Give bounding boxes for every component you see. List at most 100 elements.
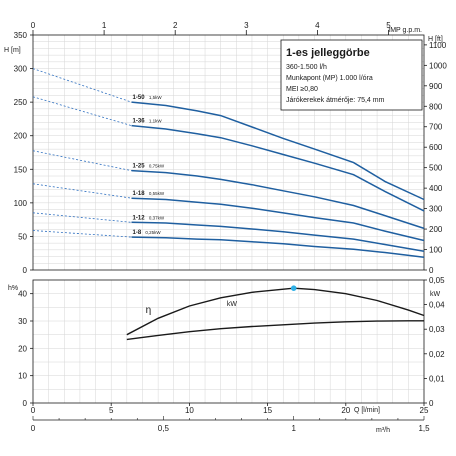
kw-tick-label: 0,01 bbox=[429, 374, 445, 383]
right-tick-label: 700 bbox=[429, 123, 443, 132]
x-tick-label: 5 bbox=[109, 406, 114, 415]
flow-m3h-axis: 0 0,5 1 1,5 bbox=[31, 416, 430, 433]
upper-plot-frame bbox=[32, 34, 425, 271]
x2-tick-label: 0 bbox=[31, 424, 36, 433]
left-tick-label: 150 bbox=[14, 165, 28, 174]
info-box-frame bbox=[280, 39, 423, 111]
pump-curve-power-label: 0,25kW bbox=[145, 230, 161, 235]
top-tick-label: 3 bbox=[244, 21, 249, 30]
efficiency-axis: 0 10 20 30 40 bbox=[18, 290, 33, 408]
efficiency-tick-label: 0 bbox=[23, 399, 28, 408]
right-tick-label: 400 bbox=[429, 184, 443, 193]
h-m-axis: 0 50 100 150 200 250 300 350 bbox=[14, 31, 33, 275]
left-tick-label: 50 bbox=[18, 232, 27, 241]
lower-grid bbox=[33, 280, 424, 403]
pump-curve-label: 1-36 bbox=[133, 119, 146, 125]
pump-curve-extension bbox=[32, 96, 132, 127]
left-tick-label: 0 bbox=[23, 266, 28, 275]
efficiency-power-curves: η kW bbox=[126, 285, 425, 341]
right-tick-label: 1100 bbox=[429, 41, 447, 50]
pump-curve-label: 1-50 bbox=[133, 95, 146, 101]
top-tick-label: 2 bbox=[173, 21, 178, 30]
pump-curve-1-25 bbox=[131, 169, 425, 230]
pump-curve-power-label: 0,37kW bbox=[149, 215, 165, 220]
upper-grid bbox=[33, 35, 424, 270]
top-tick-label: 0 bbox=[31, 21, 36, 30]
top-tick-label: 4 bbox=[315, 21, 320, 30]
info-box: 1-es jelleggörbe 360-1.500 l/h Munkapont… bbox=[280, 39, 423, 111]
pump-curve-power-label: 0,55kW bbox=[149, 191, 165, 196]
right-tick-label: 900 bbox=[429, 82, 443, 91]
left-tick-label: 250 bbox=[14, 98, 28, 107]
kw-tick-label: 0,04 bbox=[429, 301, 445, 310]
info-line-4: Járókerekek átmérője: 75,4 mm bbox=[286, 97, 385, 104]
curve-efficiency bbox=[126, 287, 425, 336]
right-tick-label: 0 bbox=[429, 266, 434, 275]
x-tick-label: 25 bbox=[420, 406, 429, 415]
pump-curve-extension bbox=[32, 212, 132, 223]
lower-plot-frame bbox=[32, 279, 425, 404]
efficiency-curve-label: η bbox=[146, 305, 152, 316]
chart-title: 1-es jelleggörbe bbox=[286, 47, 370, 59]
pump-curve-power-label: 0,75kW bbox=[149, 164, 165, 169]
x-axis-label: Q [l/min] bbox=[354, 407, 380, 414]
x2-axis-label: m³/h bbox=[376, 427, 390, 434]
right-tick-label: 1000 bbox=[429, 61, 447, 70]
pump-curve-label: 1-18 bbox=[133, 191, 146, 197]
kw-axis: 0 0,01 0,02 0,03 0,04 0,05 bbox=[424, 276, 445, 408]
efficiency-tick-label: 40 bbox=[18, 290, 27, 299]
x-tick-label: 15 bbox=[263, 406, 272, 415]
left-tick-label: 100 bbox=[14, 199, 28, 208]
pump-curve-1-12 bbox=[131, 221, 425, 252]
pump-curve-label: 1-12 bbox=[133, 215, 146, 221]
pump-curve-1-50 bbox=[131, 101, 425, 201]
right-tick-label: 300 bbox=[429, 205, 443, 214]
kw-tick-label: 0 bbox=[429, 399, 434, 408]
kw-tick-label: 0,05 bbox=[429, 276, 445, 285]
left-axis-label: H [m] bbox=[4, 47, 21, 54]
pump-curve-extension bbox=[32, 183, 132, 199]
flow-lpm-axis: 0 5 10 15 20 25 bbox=[31, 403, 429, 415]
right-tick-label: 600 bbox=[429, 143, 443, 152]
duty-point-marker bbox=[290, 285, 297, 292]
top-tick-label: 5 bbox=[386, 21, 391, 30]
left-tick-label: 200 bbox=[14, 132, 28, 141]
pump-curve-label: 1-8 bbox=[133, 230, 142, 236]
right-tick-label: 800 bbox=[429, 102, 443, 111]
x-tick-label: 10 bbox=[185, 406, 194, 415]
right-tick-label: 500 bbox=[429, 164, 443, 173]
curve-power bbox=[126, 320, 424, 341]
imp-gpm-axis: 0 1 2 3 4 5 bbox=[31, 21, 391, 35]
left-tick-label: 350 bbox=[14, 31, 28, 40]
pump-curve-power-label: 1,5kW bbox=[149, 95, 163, 100]
pump-curve-power-label: 1,1kW bbox=[149, 119, 163, 124]
efficiency-tick-label: 30 bbox=[18, 317, 27, 326]
pump-curve-extension bbox=[32, 230, 132, 238]
x2-tick-label: 1,5 bbox=[418, 424, 430, 433]
pump-curve-label: 1-25 bbox=[133, 164, 146, 170]
pump-curves: 1-50 1,5kW 1-36 1,1kW 1-25 0,75kW 1-18 0,55kW 1-… bbox=[32, 68, 425, 258]
efficiency-tick-label: 10 bbox=[18, 372, 27, 381]
efficiency-axis-label: h% bbox=[8, 285, 18, 292]
info-line-1: 360-1.500 l/h bbox=[286, 64, 327, 71]
h-ft-axis: 0 100 200 300 400 500 600 700 800 900 1000 1100 bbox=[424, 41, 447, 275]
right-tick-label: 100 bbox=[429, 246, 443, 255]
kw-tick-label: 0,03 bbox=[429, 325, 445, 334]
power-curve-label: kW bbox=[227, 301, 238, 308]
right-axis-label: H [ft] bbox=[428, 36, 443, 43]
top-axis-label: IMP g.p.m. bbox=[388, 27, 422, 34]
pump-curve-1-8 bbox=[131, 236, 425, 258]
x2-tick-label: 0,5 bbox=[158, 424, 170, 433]
right-tick-label: 200 bbox=[429, 225, 443, 234]
x-tick-label: 0 bbox=[31, 406, 36, 415]
kw-tick-label: 0,02 bbox=[429, 350, 445, 359]
left-tick-label: 300 bbox=[14, 65, 28, 74]
pump-curve-extension bbox=[32, 150, 132, 172]
pump-curve-1-36 bbox=[131, 124, 425, 212]
pump-curve-extension bbox=[32, 68, 132, 103]
top-tick-label: 1 bbox=[102, 21, 107, 30]
info-line-3: MEI ≥0,80 bbox=[286, 86, 318, 93]
efficiency-tick-label: 20 bbox=[18, 344, 27, 353]
info-line-2: Munkapont (MP) 1.000 l/óra bbox=[286, 75, 373, 82]
